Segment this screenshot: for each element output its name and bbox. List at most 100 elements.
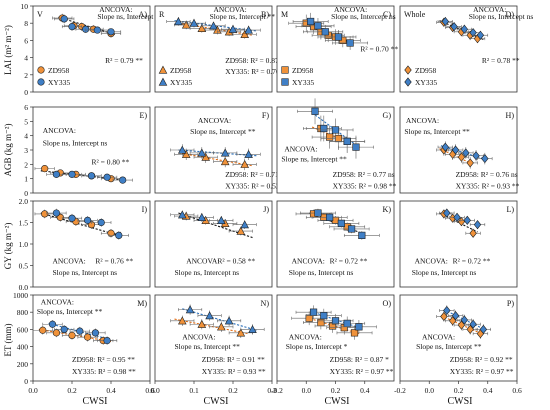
panel-letter: G)	[383, 111, 392, 120]
panel-letter: J)	[263, 205, 269, 214]
panel-m: 0 200 400 600 800 1000 0.0 0.2 0.4 0.6 M) ANCOVA:Sl…	[13, 291, 155, 395]
point-xy335	[463, 215, 471, 225]
x-tick-label: -0.2	[394, 386, 406, 395]
annotation: Slope ns, Intercept **	[416, 342, 482, 351]
point-zd958	[220, 157, 230, 166]
x-axis-label-col-1: CWSI	[83, 396, 108, 407]
panel-d: D) Whole ANCOVA:Slope ns, Intercept ns R² =…	[399, 5, 533, 93]
panel-l: L) ANCOVA: R² = 0.72 ** Slope ns, Intercept…	[399, 200, 518, 288]
point-xy335	[197, 148, 207, 157]
point-zd958	[457, 320, 466, 330]
panel-letter: M)	[137, 299, 147, 308]
panel-frame	[399, 294, 518, 382]
legend-marker-xy335	[37, 78, 45, 86]
point-zd958	[197, 23, 207, 32]
panel-letter: N)	[261, 299, 270, 308]
point-zd958	[240, 29, 250, 38]
point-zd958	[201, 152, 211, 161]
x-tick-label: 0.2	[454, 386, 464, 395]
point-xy335	[309, 308, 318, 316]
legend-label-zd958: ZD958	[292, 66, 313, 75]
x-tick-label: 0.2	[331, 386, 341, 395]
point-xy335	[358, 231, 366, 240]
point-xy335	[314, 209, 322, 217]
point-xy335	[216, 215, 226, 224]
y-tick-label: 0.0	[19, 283, 29, 292]
point-xy335	[479, 324, 488, 334]
panel-f: F) ANCOVA: Slope ns, Intercept ** ZD958: R²…	[154, 106, 288, 194]
point-zd958	[68, 331, 76, 340]
point-xy335	[83, 216, 92, 224]
annotation: R² = 0.70 **	[360, 45, 398, 54]
legend-label-zd958: ZD958	[170, 66, 191, 75]
panel-letter: I)	[142, 205, 148, 214]
x-tick-label: 0.2	[228, 386, 238, 395]
legend-marker-xy335	[404, 77, 412, 87]
point-zd958	[334, 134, 343, 143]
annotation: Slope ns, Intercept **	[175, 342, 241, 351]
point-xy335	[103, 336, 111, 345]
point-zd958	[236, 226, 246, 235]
panel-letter: H)	[506, 111, 515, 120]
annotation: Slope ns, Intercept ns	[412, 268, 477, 277]
point-xy335	[334, 33, 343, 41]
annotation: ZD958: R² = 0.87 *	[330, 355, 389, 364]
point-xy335	[450, 22, 458, 32]
point-xy335	[60, 325, 68, 334]
fit-line-zd958	[38, 328, 112, 342]
fit-line-zd958	[174, 318, 249, 335]
annotation: Slope ns, Intercept **	[37, 307, 103, 316]
y-tick-label: 1	[24, 175, 28, 184]
y-tick-label: 10	[21, 2, 29, 11]
point-xy335	[209, 21, 218, 30]
panel-letter: K)	[383, 205, 392, 214]
point-zd958	[181, 149, 191, 158]
annotation: XY335: R² = 0.98 **	[333, 182, 397, 191]
y-tick-label: 0	[24, 189, 28, 198]
point-xy335	[107, 28, 115, 36]
point-xy335	[177, 145, 187, 154]
y-tick-label: 2.0	[19, 197, 29, 206]
annotation: Slope ns, Intercept **	[210, 12, 276, 21]
x-tick-label: 0.6	[512, 386, 522, 395]
panel-p: -0.2 0.0 0.2 0.4 0.6 P) ANCOVA:Slope ns, Inter…	[394, 294, 522, 395]
point-xy335	[451, 311, 460, 321]
annotation: ANCOVA:	[334, 5, 367, 14]
point-xy335	[48, 320, 57, 328]
point-xy335	[347, 225, 356, 233]
panel-letter: F)	[262, 111, 269, 120]
panel-frame	[154, 5, 273, 93]
panel-frame	[32, 200, 151, 288]
point-xy335	[320, 124, 328, 133]
y-tick-label: 600	[17, 325, 29, 334]
point-xy335	[68, 23, 76, 31]
point-zd958	[41, 165, 49, 173]
annotation: ANCOVA:	[473, 5, 506, 14]
annotation: Slope ns, Intercept ns	[97, 12, 162, 21]
point-zd958	[317, 318, 325, 327]
point-zd958	[448, 316, 457, 326]
panel-frame	[276, 5, 395, 93]
point-xy335	[115, 231, 123, 239]
panel-letter: B)	[261, 10, 269, 19]
point-xy335	[60, 15, 68, 23]
column-label: R	[159, 10, 165, 19]
panel-letter: O)	[383, 299, 392, 308]
point-xy335	[248, 324, 257, 334]
point-xy335	[87, 172, 96, 180]
point-xy335	[240, 220, 250, 229]
panel-j: J) ANCOVA:R² = 0.58 ** Slope ns, Intercept…	[154, 200, 273, 288]
annotation: ZD958: R² = 0.87 *	[225, 56, 284, 65]
x-tick-label: 0.2	[67, 386, 77, 395]
y-axis-label-lai: LAI (m² m⁻²)	[3, 25, 13, 75]
annotation: Slope ns, Intercept **	[404, 127, 470, 136]
annotation: XY335: R² = 0.76 **	[225, 67, 289, 76]
point-xy335	[205, 311, 214, 320]
annotation: ANCOVA:	[198, 116, 231, 125]
point-zd958	[305, 314, 313, 322]
annotation: ZD958: R² = 0.91 **	[202, 355, 265, 364]
point-xy335	[443, 305, 451, 316]
column-label: M	[281, 10, 288, 19]
annotation: R² = 0.58 **	[217, 256, 255, 265]
point-xy335	[355, 323, 363, 331]
